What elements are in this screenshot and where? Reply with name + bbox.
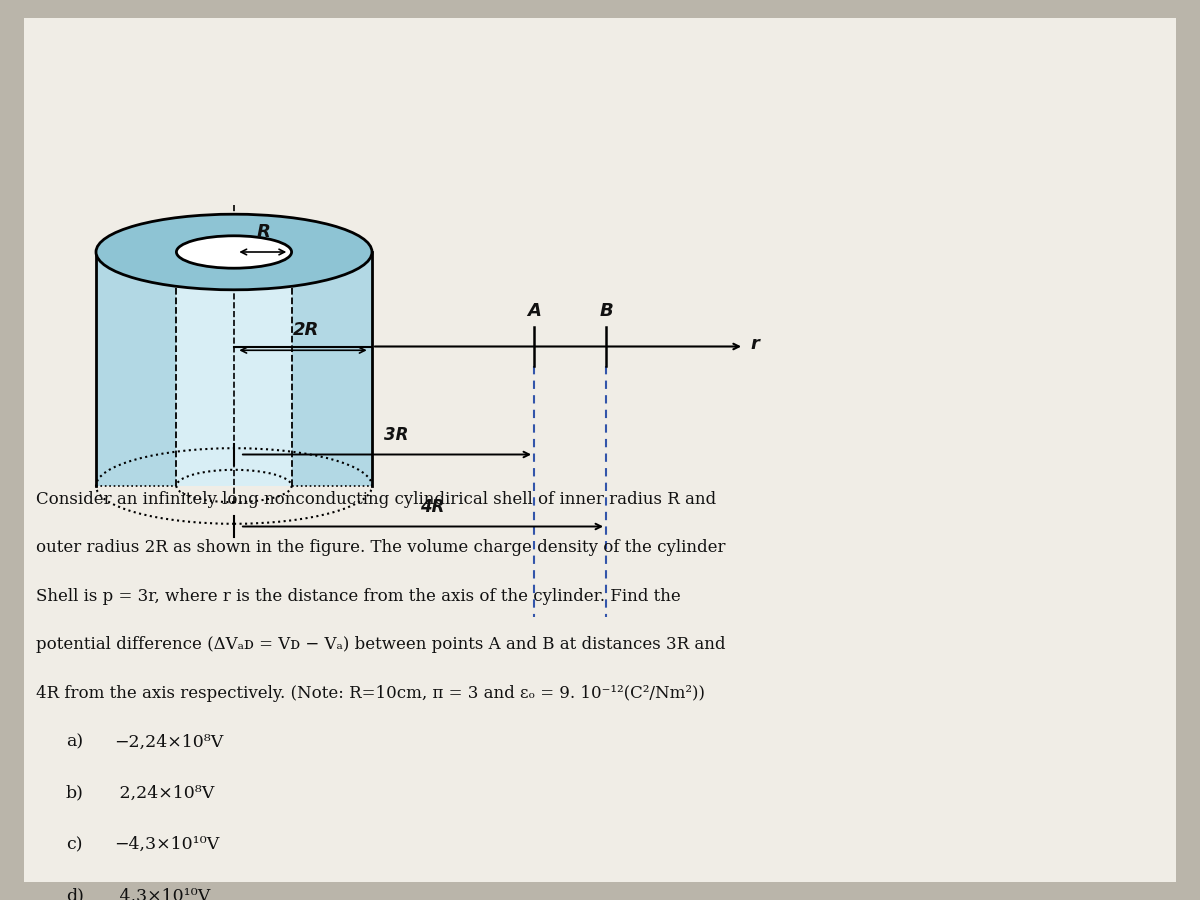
Text: a): a) — [66, 734, 83, 751]
Text: 4R: 4R — [420, 498, 444, 516]
Text: 2R: 2R — [293, 321, 319, 339]
Text: Consider an infinitely long nonconducting cylindirical shell of inner radius R a: Consider an infinitely long nonconductin… — [36, 491, 716, 508]
Text: 2,24×10⁸V: 2,24×10⁸V — [114, 785, 215, 802]
Text: c): c) — [66, 836, 83, 853]
Text: −4,3×10¹⁰V: −4,3×10¹⁰V — [114, 836, 220, 853]
Polygon shape — [24, 18, 1176, 882]
Text: 4R from the axis respectively. (Note: R=10cm, π = 3 and εₒ = 9. 10⁻¹²(C²/Nm²)): 4R from the axis respectively. (Note: R=… — [36, 685, 706, 702]
Text: outer radius 2R as shown in the figure. The volume charge density of the cylinde: outer radius 2R as shown in the figure. … — [36, 539, 726, 556]
Text: −2,24×10⁸V: −2,24×10⁸V — [114, 734, 223, 751]
Text: potential difference (ΔVₐᴅ = Vᴅ − Vₐ) between points A and B at distances 3R and: potential difference (ΔVₐᴅ = Vᴅ − Vₐ) be… — [36, 636, 726, 653]
Text: B: B — [599, 302, 613, 319]
Text: 3R: 3R — [384, 426, 408, 444]
Polygon shape — [96, 252, 176, 486]
Polygon shape — [292, 252, 372, 486]
Text: b): b) — [66, 785, 84, 802]
Ellipse shape — [96, 214, 372, 290]
Text: A: A — [527, 302, 541, 319]
Text: R: R — [257, 223, 271, 241]
Ellipse shape — [176, 236, 292, 268]
Text: 4,3×10¹⁰V: 4,3×10¹⁰V — [114, 887, 210, 900]
Text: r: r — [750, 335, 758, 353]
Text: Shell is p = 3r, where r is the distance from the axis of the cylinder. Find the: Shell is p = 3r, where r is the distance… — [36, 588, 680, 605]
Text: d): d) — [66, 887, 84, 900]
Polygon shape — [96, 252, 372, 486]
